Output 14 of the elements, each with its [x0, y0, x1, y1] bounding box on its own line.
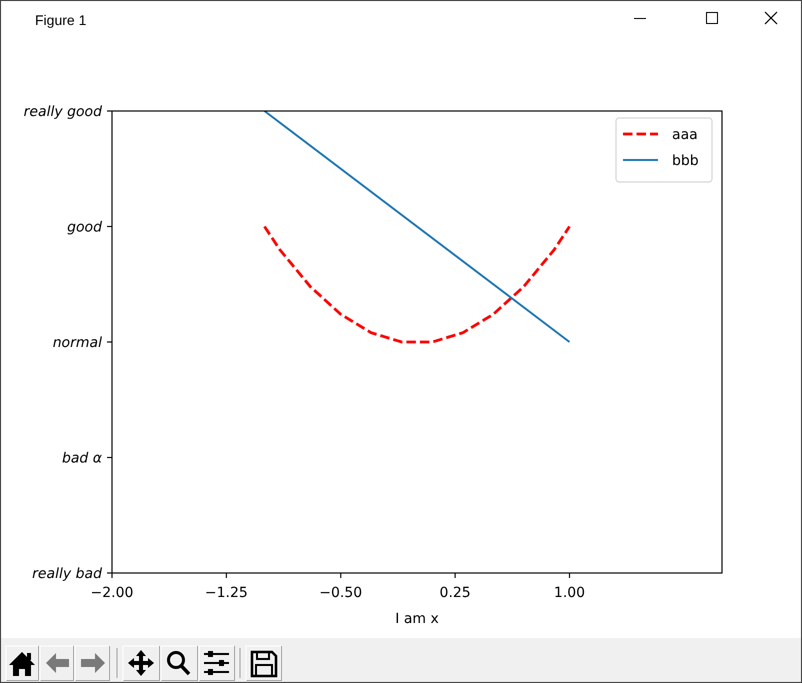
x-tick-label: 0.25 [440, 585, 471, 601]
legend-label: aaa [672, 127, 698, 143]
x-tick-label: −2.00 [90, 585, 134, 601]
category-label: really bad [32, 566, 102, 582]
x-tick-label: 1.00 [554, 585, 586, 601]
category-label: good [67, 220, 102, 236]
x-tick-label: −0.50 [319, 585, 362, 601]
category-label: bad α [62, 450, 102, 466]
category-label: normal [52, 335, 102, 351]
category-label: really good [24, 104, 102, 120]
x-tick-label: −1.25 [204, 585, 248, 601]
x-axis-title: I am x [395, 611, 439, 627]
caption: Figure 1 [35, 12, 87, 28]
legend-label: bbb [672, 153, 699, 169]
